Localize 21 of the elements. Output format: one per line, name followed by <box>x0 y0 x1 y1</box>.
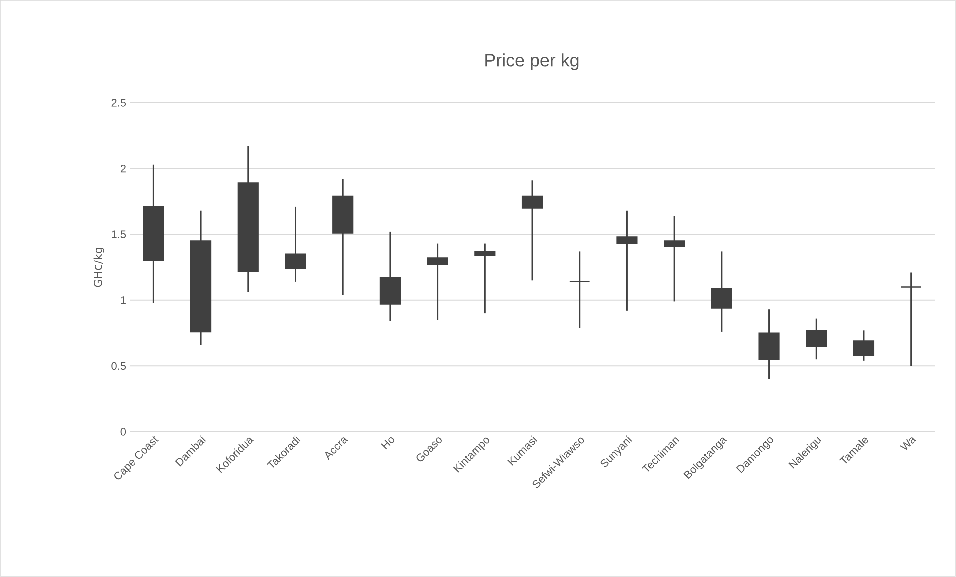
candlestick <box>806 318 828 360</box>
chart-title: Price per kg <box>486 54 579 70</box>
candlestick <box>900 272 922 367</box>
candlestick <box>853 330 875 362</box>
y-tick-label: 1 <box>121 296 126 304</box>
candlestick <box>427 243 448 321</box>
y-tick-label: 1.5 <box>112 230 126 238</box>
candlestick <box>522 180 544 282</box>
y-tick-label: 0 <box>120 428 126 436</box>
candlestick <box>664 215 686 302</box>
y-axis-title: GH₵/kg <box>94 248 104 288</box>
candlestick <box>474 243 496 314</box>
x-tick-label: Ho <box>381 438 395 450</box>
candlestick <box>569 250 590 329</box>
candlestick <box>616 210 638 312</box>
candlestick <box>711 250 732 333</box>
y-tick-label: 2 <box>120 164 126 173</box>
candlestick <box>285 206 306 283</box>
y-tick-label: 2.5 <box>112 99 126 107</box>
x-tick-label: Wa <box>900 438 917 450</box>
y-tick-label: 0.5 <box>112 362 126 370</box>
